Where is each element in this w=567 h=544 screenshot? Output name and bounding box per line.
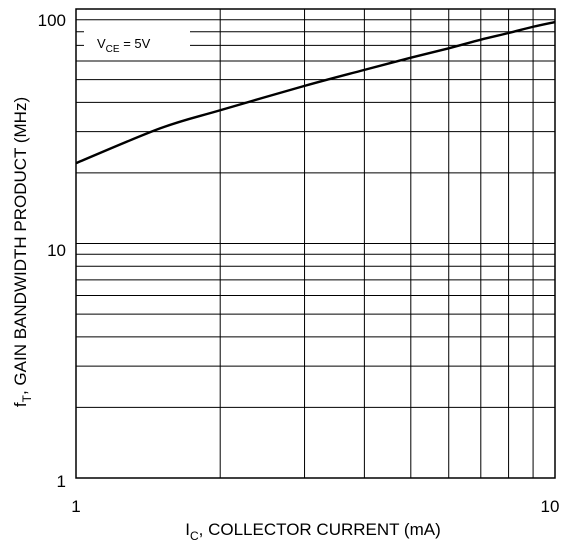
annotation-main: V bbox=[97, 36, 106, 51]
annotation-label: VCE = 5V bbox=[97, 36, 151, 55]
x-axis-title-sub: C bbox=[190, 529, 199, 543]
annotation-background bbox=[84, 27, 190, 59]
series-line bbox=[75, 20, 556, 165]
annotation-rest: = 5V bbox=[120, 36, 151, 51]
x-tick-label-10: 10 bbox=[541, 497, 560, 516]
plot-frame bbox=[75, 8, 556, 479]
annotation-sub: CE bbox=[106, 44, 120, 55]
y-axis-title-main: f bbox=[11, 402, 30, 407]
y-tick-label-1: 1 bbox=[57, 472, 66, 491]
x-axis-title-main: I bbox=[185, 520, 190, 539]
x-axis-title: IC, COLLECTOR CURRENT (mA) bbox=[185, 520, 441, 543]
y-axis-title: fT, GAIN BANDWIDTH PRODUCT (MHz) bbox=[11, 97, 34, 407]
y-tick-label-10: 10 bbox=[47, 241, 66, 260]
x-tick-label-1: 1 bbox=[71, 497, 80, 516]
x-axis-title-rest: , COLLECTOR CURRENT (mA) bbox=[199, 520, 441, 539]
grid-lines bbox=[76, 9, 555, 478]
annotation-box bbox=[84, 27, 190, 59]
y-axis-title-rest: , GAIN BANDWIDTH PRODUCT (MHz) bbox=[11, 97, 30, 395]
y-axis-title-sub: T bbox=[20, 394, 34, 402]
y-tick-label-100: 100 bbox=[38, 11, 66, 30]
